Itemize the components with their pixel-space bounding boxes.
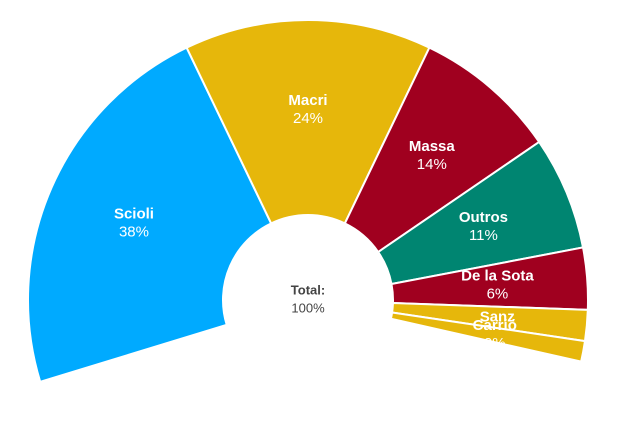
slice-name: Carrió: [473, 317, 517, 334]
slice-value-label: 24%: [293, 110, 323, 127]
slice-value-label: 11%: [469, 227, 498, 244]
slice: [389, 311, 587, 363]
slice-name: Scioli: [114, 206, 154, 223]
slice-value-label: 14%: [417, 156, 447, 173]
slice-value-label: 2%: [484, 335, 506, 352]
slice-name: Sanz: [480, 308, 515, 325]
slice-value-label: 6%: [487, 285, 509, 302]
slice-name: Outros: [459, 209, 508, 226]
slice-name: Massa: [409, 138, 456, 155]
slice-value-label: 38%: [119, 224, 149, 241]
slice-name: De la Sota: [461, 267, 534, 284]
slice: [27, 46, 273, 384]
slice-name: Macri: [288, 92, 327, 109]
slices: [27, 19, 589, 384]
slice: [343, 46, 541, 254]
center-title: Total:: [291, 282, 325, 297]
center-total: 100%: [291, 300, 325, 315]
